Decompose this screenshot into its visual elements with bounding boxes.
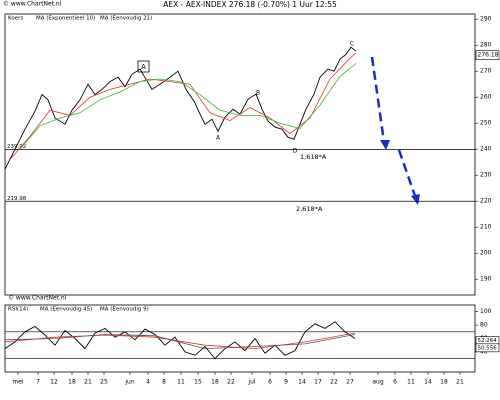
y-tick-label: 230 [480,172,492,179]
x-tick-label: 7 [36,379,40,386]
x-tick-label: aug [372,379,383,386]
x-tick-label: 6 [393,379,397,386]
x-tick-label: 18 [68,379,76,386]
legend-label: MA (Exponentieel 10) [36,16,95,22]
footer-source: © www.ChartNet.nl [8,295,67,302]
legend-label: MA (Eenvoudig 9) [100,307,149,313]
last-value-box [475,343,500,353]
legend-label: MA (Eenvoudig 45) [40,307,92,313]
y-tick-label: 280 [480,42,492,49]
price-panel [4,13,476,296]
series-line [19,63,357,150]
annotation: D [293,148,298,155]
x-tick-label: 22 [227,379,235,386]
annotation: C [350,41,354,48]
x-tick-label: 4 [146,379,150,386]
annotation-box [137,60,150,73]
y-tick-label: 250 [480,120,492,127]
x-tick-label: 12 [50,379,58,386]
x-tick-label: 21 [456,379,464,386]
y-tick-label: 240 [480,146,492,153]
series-line [4,46,357,170]
x-tick-label: 17 [314,379,322,386]
x-tick-label: 8 [162,379,166,386]
x-tick-label: 9 [284,379,288,386]
arrow-head [411,194,420,205]
legend-label: MA (Eenvoudig 21) [100,16,152,22]
last-value-label: 50.556 [478,345,498,351]
x-tick-label: 11 [177,379,185,386]
x-tick-label: 14 [424,379,432,386]
last-value-label: 276.18 [478,52,499,59]
x-tick-label: 21 [84,379,92,386]
x-tick-label: 22 [330,379,338,386]
series-line [4,332,356,350]
y-tick-label: 290 [480,16,492,23]
x-tick-label: 15 [194,379,202,386]
x-tick-label: 18 [440,379,448,386]
x-tick-label: jul [247,379,255,386]
x-tick-label: mei [12,379,24,386]
y-tick-label: 200 [480,250,492,257]
level-label: 219.98 [7,196,27,202]
y-tick-label: 220 [480,198,492,205]
annotation: 2,618*A [296,205,323,213]
source: © www.ChartNet.nl [3,1,62,8]
x-tick-label: 25 [100,379,108,386]
legend-label: RSI(14) [8,307,28,313]
arrow-head [380,140,390,150]
x-tick-label: 18 [211,379,219,386]
annotation: A [216,135,221,142]
annotation: A [141,63,146,71]
x-tick-label: 11 [407,379,415,386]
series-line [4,321,356,360]
chart-title: AEX - AEX-INDEX 276.18 (-0.70%) 1 Uur 12… [163,0,337,9]
y-tick-label: 100 [480,308,492,315]
legend-label: Koers [8,16,23,22]
y-tick-label: 80 [480,322,488,329]
x-tick-label: 27 [346,379,354,386]
y-tick-label: 210 [480,224,492,231]
annotation: 1,618*A [300,153,327,161]
last-value-box [475,50,500,60]
y-tick-label: 190 [480,276,492,283]
x-tick-label: 14 [298,379,306,386]
last-value-label: 52.264 [478,338,498,344]
projection-arrows [370,56,417,197]
series-line [4,334,356,350]
x-tick-label: jun [124,379,134,386]
x-tick-label: 6 [268,379,272,386]
y-tick-label: 270 [480,68,492,75]
y-tick-label: 260 [480,94,492,101]
annotation: B [256,90,260,97]
